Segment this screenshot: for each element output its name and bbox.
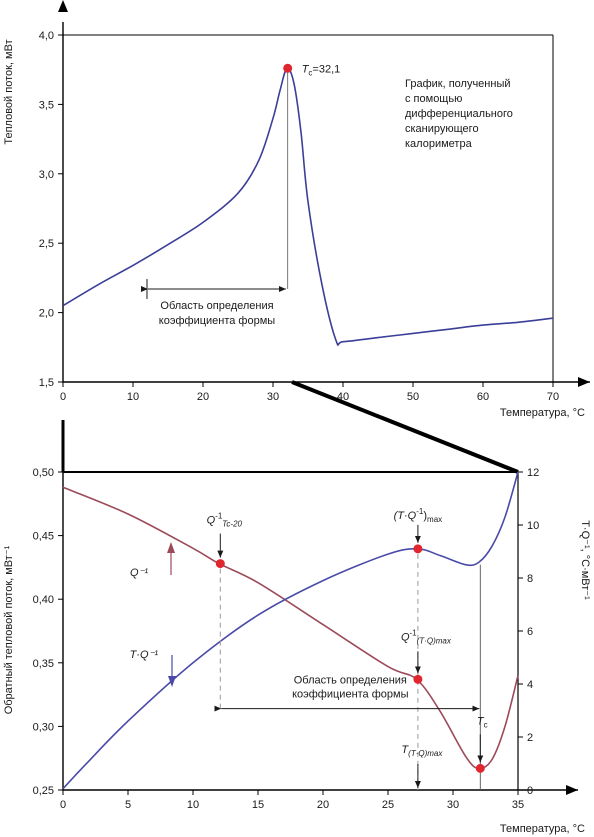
series-label-tq-inverse: T·Q⁻¹ bbox=[130, 649, 159, 661]
bottom-y2-tick-label: 4 bbox=[527, 679, 533, 691]
bottom-x-tick-label: 10 bbox=[187, 799, 199, 811]
bottom-y-tick-label: 0,45 bbox=[33, 531, 54, 543]
bottom-y-tick-label: 0,40 bbox=[33, 594, 54, 606]
top-range-annotation: Область определения коэффициента формы bbox=[141, 279, 286, 327]
point-label-q-tc-20: Q-1Tc-20 bbox=[207, 512, 243, 529]
top-x-ticks: 0 10 20 30 40 50 60 70 bbox=[60, 382, 559, 403]
top-x-tick-label: 20 bbox=[197, 391, 209, 403]
top-x-tick-label: 70 bbox=[547, 391, 559, 403]
top-peak-point bbox=[283, 63, 293, 73]
bottom-x-tick-label: 15 bbox=[252, 799, 264, 811]
top-range-label-2: коэффициента формы bbox=[159, 315, 275, 327]
bottom-range-label-1: Область определения bbox=[294, 675, 407, 687]
bottom-y2-axis-label: T·Q⁻¹, °C·мВт⁻¹ bbox=[579, 520, 591, 600]
bottom-series-tq-inverse bbox=[62, 471, 519, 790]
point-q-tq-max bbox=[413, 674, 423, 684]
top-x-tick-label: 10 bbox=[127, 391, 139, 403]
top-note-line-1: График, полученный bbox=[405, 78, 511, 90]
bottom-x-ticks: 0 5 10 15 20 25 30 35 bbox=[60, 790, 524, 811]
bottom-y-tick-label: 0,35 bbox=[33, 658, 54, 670]
top-peak-label: Tc=32,1 bbox=[302, 63, 341, 77]
top-x-tick-label: 60 bbox=[477, 391, 489, 403]
point-label-tq-max: (T·Q-1)max bbox=[394, 507, 443, 524]
top-note-line-5: калориметра bbox=[405, 138, 473, 150]
top-x-tick-label: 30 bbox=[267, 391, 279, 403]
bottom-x-tick-label: 30 bbox=[447, 799, 459, 811]
zoom-connectors bbox=[61, 380, 519, 474]
top-y-tick-label: 2,5 bbox=[39, 238, 54, 250]
chart-top: 0 10 20 30 40 50 60 70 1,52,02,53,03,54,0 Тепло… bbox=[3, 0, 590, 419]
top-y-axis-arrow bbox=[58, 0, 68, 12]
top-y-axis-label: Тепловой поток, мВт bbox=[3, 39, 15, 144]
x-marker-label-tq-max: T(T·Q)max bbox=[401, 744, 443, 758]
bottom-series-q-inverse bbox=[62, 486, 519, 770]
chart-bottom: 0 5 10 15 20 25 30 35 0,250,300,350,400,450,50 … bbox=[3, 467, 591, 835]
top-plot-frame bbox=[62, 22, 590, 383]
bottom-y2-tick-label: 10 bbox=[527, 520, 539, 532]
bottom-y-tick-label: 0,50 bbox=[33, 467, 54, 479]
top-x-axis-label: Температура, °C bbox=[500, 407, 585, 419]
point-tc bbox=[475, 763, 485, 773]
top-y-tick-label: 3,5 bbox=[39, 99, 54, 111]
bottom-range-label-2: коэффициента формы bbox=[292, 689, 408, 701]
top-y-tick-label: 3,0 bbox=[39, 169, 54, 181]
bottom-x-tick-label: 5 bbox=[125, 799, 131, 811]
bottom-y-tick-label: 0,25 bbox=[33, 785, 54, 797]
point-label-tc: Tc bbox=[477, 715, 488, 729]
bottom-x-tick-label: 20 bbox=[317, 799, 329, 811]
bottom-x-axis-arrow bbox=[566, 785, 578, 795]
top-x-tick-label: 50 bbox=[407, 391, 419, 403]
series-label-q-inverse: Q⁻¹ bbox=[130, 567, 148, 579]
top-note-line-3: дифференциального bbox=[405, 108, 513, 120]
series-arrowhead-q-inverse bbox=[167, 542, 175, 553]
bottom-y-axis-label: Обратный тепловой поток, мВт⁻¹ bbox=[3, 545, 15, 714]
bottom-y2-tick-label: 12 bbox=[527, 467, 539, 479]
bottom-y-ticks: 0,25 0,30 0,35 0,40 0,45 0,50 bbox=[33, 467, 63, 797]
bottom-x-tick-label: 0 bbox=[60, 799, 66, 811]
bottom-y2-tick-label: 8 bbox=[527, 573, 533, 585]
top-note-line-4: сканирующего bbox=[405, 123, 479, 135]
bottom-x-tick-label: 25 bbox=[382, 799, 394, 811]
top-note-line-2: с помощью bbox=[405, 93, 462, 105]
bottom-x-axis-label: Температура, °C bbox=[500, 823, 585, 835]
zoom-connector-right bbox=[291, 380, 519, 474]
point-tq-max bbox=[413, 544, 423, 554]
top-y-tick-label: 1,5 bbox=[39, 377, 54, 389]
bottom-y2-tick-label: 6 bbox=[527, 626, 533, 638]
top-y-ticks: 1,5 2,0 2,5 3,0 3,5 4,0 bbox=[39, 30, 63, 389]
top-x-axis-arrow bbox=[578, 377, 590, 387]
point-q-tc-20 bbox=[215, 559, 225, 569]
bottom-y2-ticks: 0 2 4 6 8 10 12 bbox=[518, 467, 539, 797]
top-range-label-1: Область определения bbox=[160, 300, 273, 312]
series-arrowhead-tq-inverse bbox=[168, 676, 176, 687]
top-y-tick-label: 4,0 bbox=[39, 30, 54, 42]
bottom-y2-tick-label: 0 bbox=[527, 785, 533, 797]
bottom-y2-tick-label: 2 bbox=[527, 732, 533, 744]
point-label-q-tq-max: Q-1(T·Q)max bbox=[401, 628, 452, 645]
top-series-line bbox=[62, 67, 554, 346]
top-note: График, полученный с помощью дифференциа… bbox=[405, 78, 513, 150]
bottom-x-tick-label: 35 bbox=[512, 799, 524, 811]
top-y-tick-label: 2,0 bbox=[39, 308, 54, 320]
bottom-y-tick-label: 0,30 bbox=[33, 721, 54, 733]
top-x-tick-label: 0 bbox=[60, 391, 66, 403]
